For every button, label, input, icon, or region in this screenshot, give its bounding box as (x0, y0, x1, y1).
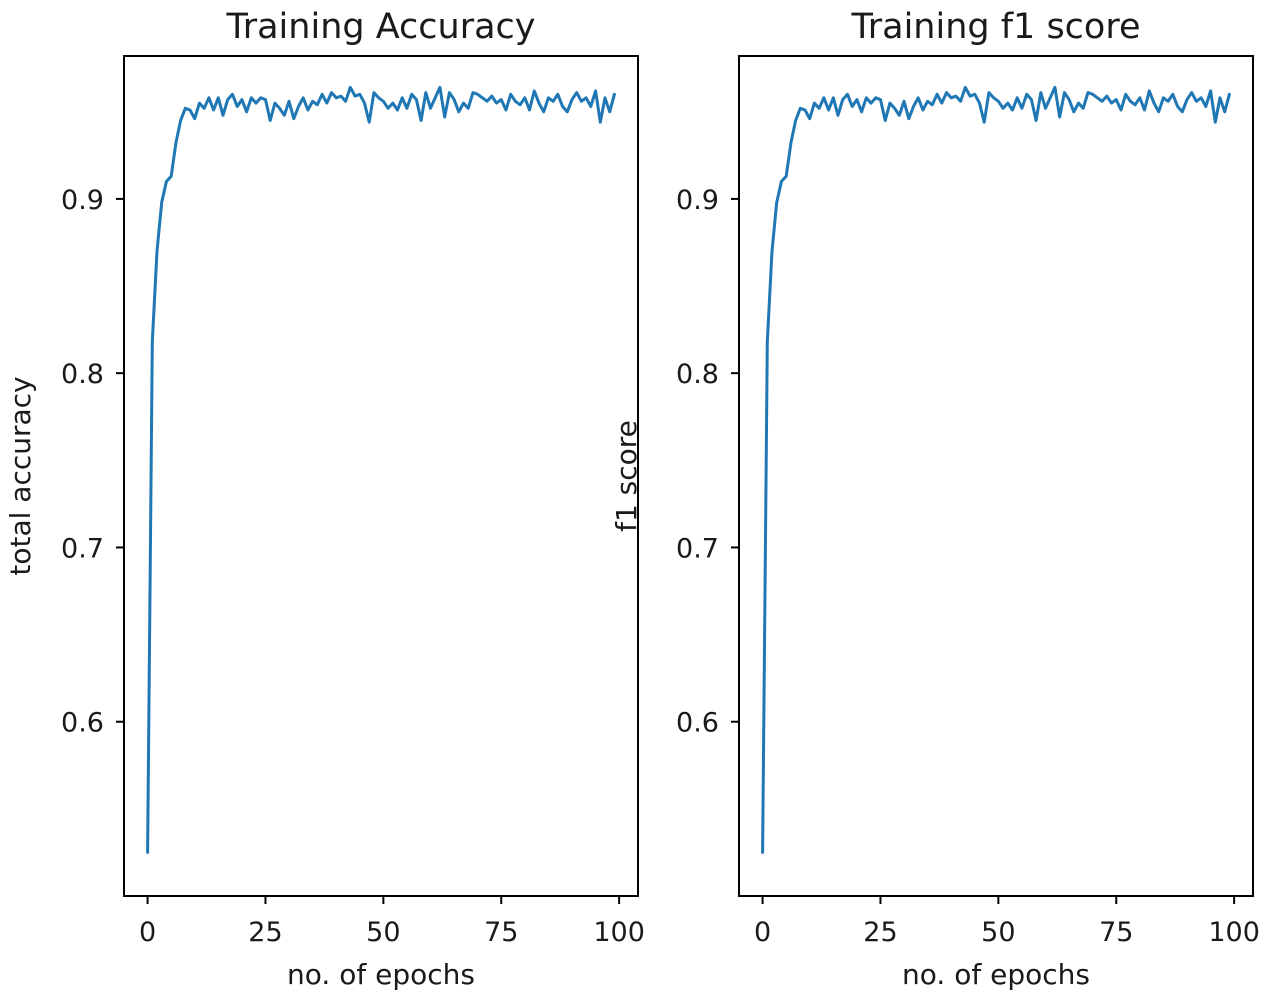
y-axis-label: f1 score (610, 420, 643, 532)
series-line (761, 85, 1231, 854)
x-tick-label: 50 (366, 917, 400, 948)
y-axis-label: total accuracy (4, 376, 37, 575)
y-tick-label: 0.6 (676, 708, 719, 739)
chart-panel-1: Training Accuracy 0 25 50 75 100 0.6 0.7 0.8 0.9 n… (4, 7, 645, 991)
x-tick-label: 0 (754, 917, 771, 948)
x-tick-label: 75 (484, 917, 518, 948)
x-tick-label: 50 (981, 917, 1015, 948)
plot-frame (123, 55, 639, 897)
x-axis-label: no. of epochs (902, 958, 1090, 991)
plot-frame (738, 55, 1254, 897)
y-tick-label: 0.9 (61, 185, 104, 216)
chart-title: Training Accuracy (225, 7, 535, 47)
x-tick-label: 100 (1208, 917, 1260, 948)
chart-panel-2: Training f1 score 0 25 50 75 100 0.6 0.7 0.8 0.9 n… (610, 7, 1260, 991)
x-tick-label: 0 (139, 917, 156, 948)
chart-title: Training f1 score (851, 7, 1141, 47)
y-tick-label: 0.7 (676, 533, 719, 564)
series-line (146, 85, 616, 854)
y-tick-label: 0.9 (676, 185, 719, 216)
x-tick-label: 100 (593, 917, 645, 948)
y-tick-label: 0.6 (61, 708, 104, 739)
x-tick-label: 25 (248, 917, 282, 948)
y-tick-label: 0.8 (61, 359, 104, 390)
y-tick-label: 0.8 (676, 359, 719, 390)
x-axis-label: no. of epochs (287, 958, 475, 991)
x-tick-label: 75 (1099, 917, 1133, 948)
y-tick-label: 0.7 (61, 533, 104, 564)
x-tick-label: 25 (863, 917, 897, 948)
